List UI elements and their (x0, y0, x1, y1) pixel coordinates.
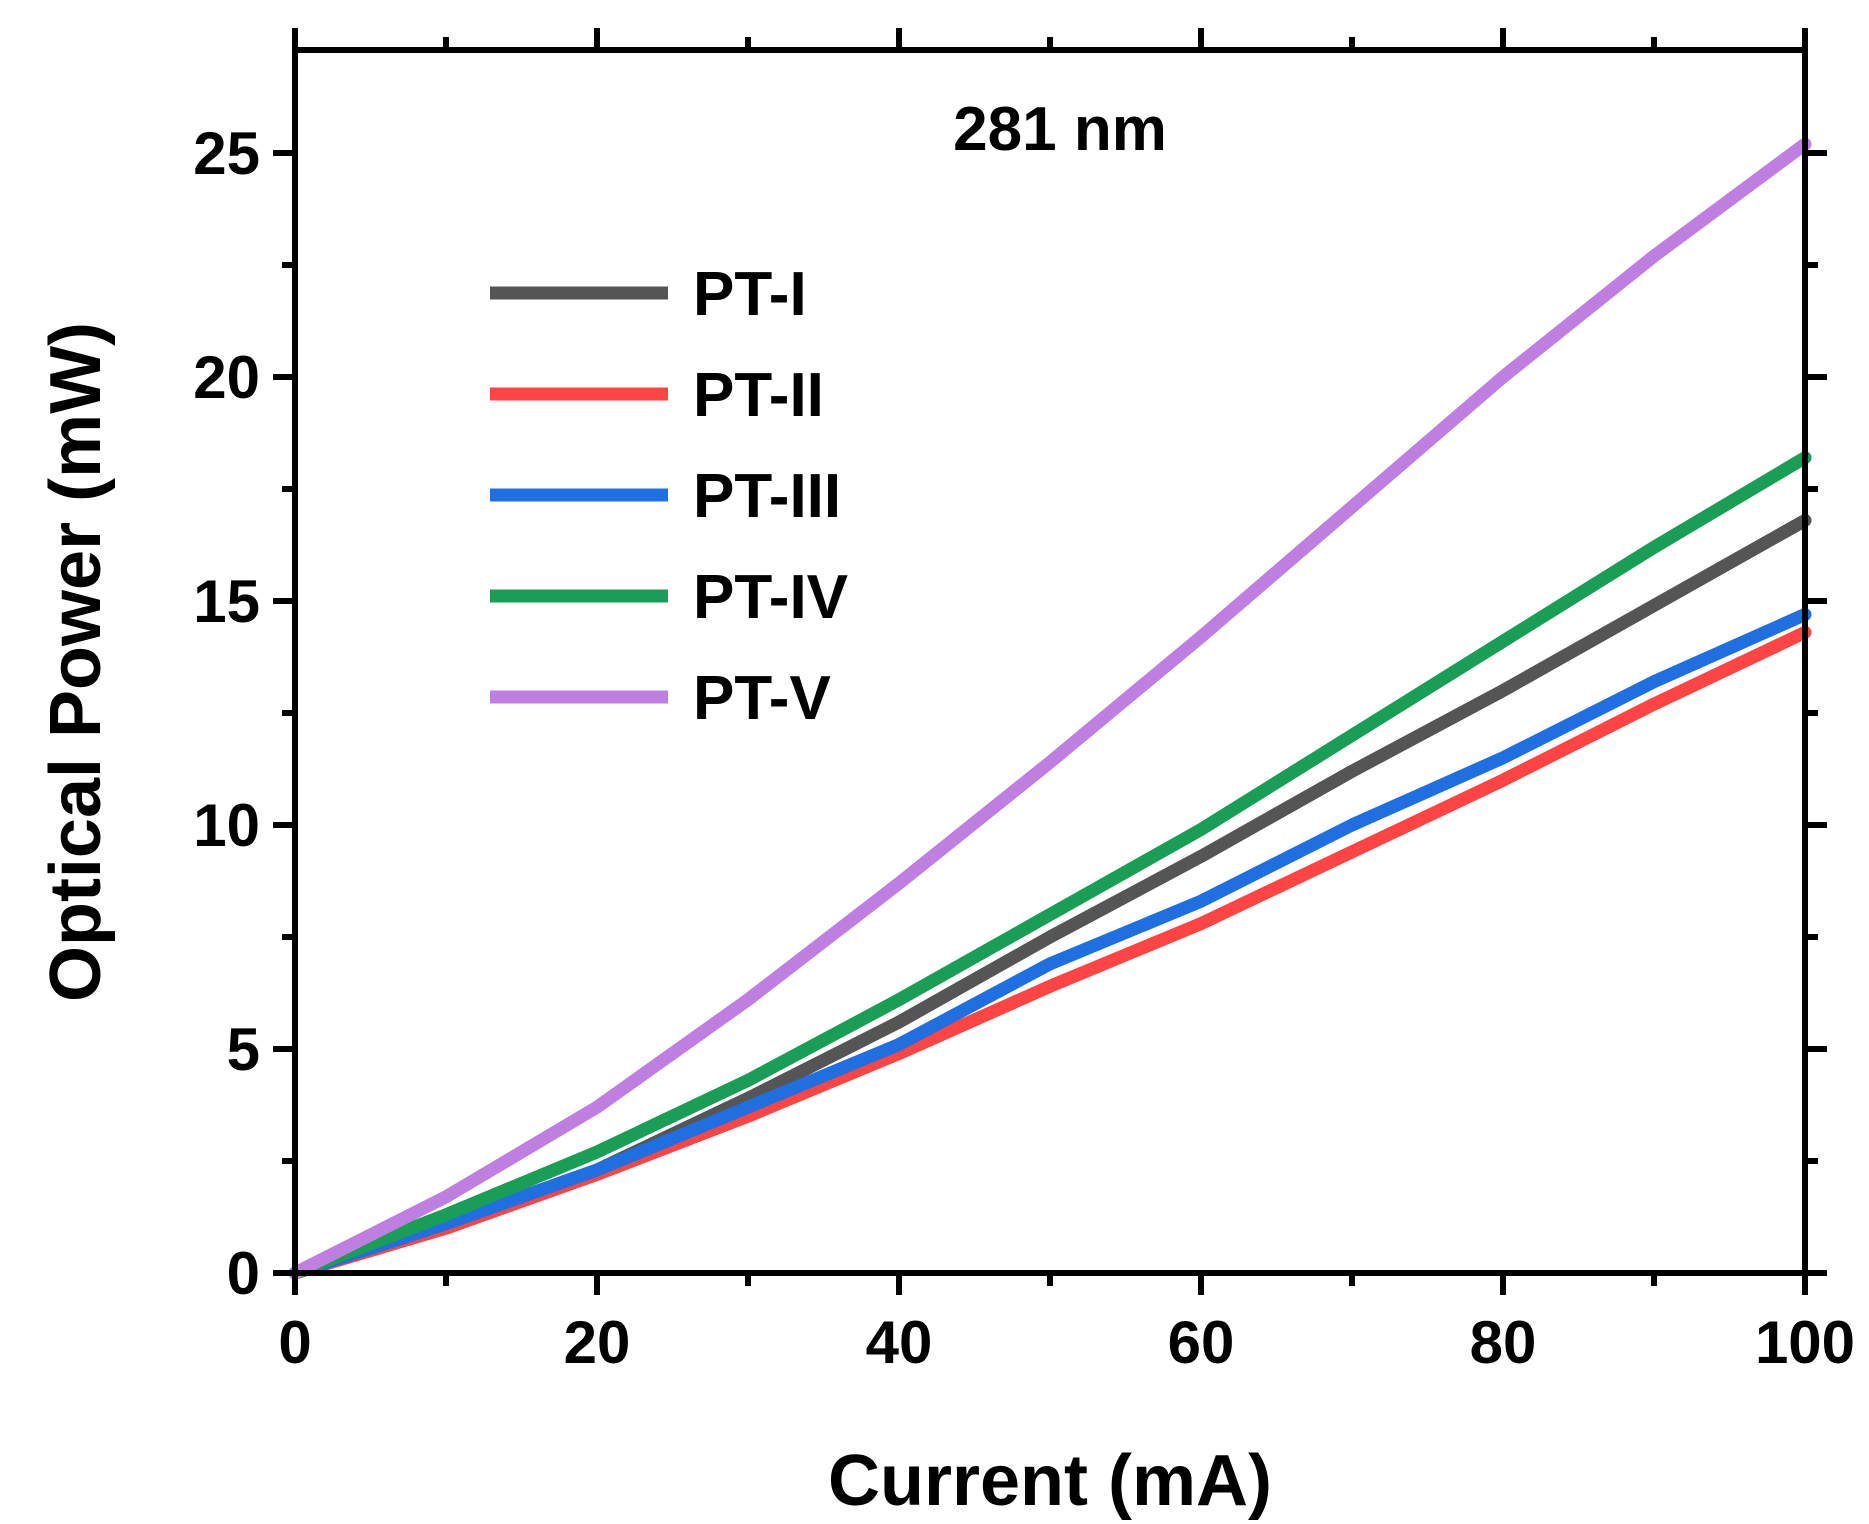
y-tick-label: 15 (193, 568, 260, 635)
series-line-pt-v (288, 137, 1812, 1280)
ticks-layer: 0 20 40 60 80 100 0 5 10 15 20 25 (193, 28, 1855, 1376)
series-line-pt-i (288, 513, 1812, 1280)
legend-label-pt-ii: PT-II (693, 361, 824, 430)
y-tick-label: 10 (193, 792, 260, 859)
series-line-pt-iii (288, 608, 1812, 1280)
x-tick-label: 60 (1168, 1309, 1235, 1376)
x-axis-label: Current (mA) (828, 1441, 1272, 1521)
legend-label-pt-iii: PT-III (693, 462, 841, 531)
x-tick-label: 0 (278, 1309, 311, 1376)
chart-annotation: 281 nm (953, 95, 1167, 164)
y-tick-label: 20 (193, 344, 260, 411)
legend: PT-I PT-II PT-III PT-IV PT-V (490, 260, 848, 733)
series-line-pt-iv (288, 451, 1812, 1280)
plot-frame (292, 47, 1808, 1276)
x-tick-label: 40 (866, 1309, 933, 1376)
series-layer (288, 137, 1812, 1280)
y-tick-label: 25 (193, 120, 260, 187)
y-tick-label: 5 (227, 1016, 260, 1083)
x-tick-label: 80 (1470, 1309, 1537, 1376)
y-tick-label: 0 (227, 1240, 260, 1307)
x-tick-label: 20 (564, 1309, 631, 1376)
y-axis-label: Optical Power (mW) (36, 322, 116, 1002)
legend-label-pt-v: PT-V (693, 664, 831, 733)
legend-label-pt-i: PT-I (693, 260, 807, 329)
x-tick-label: 100 (1755, 1309, 1855, 1376)
legend-label-pt-iv: PT-IV (693, 563, 848, 632)
